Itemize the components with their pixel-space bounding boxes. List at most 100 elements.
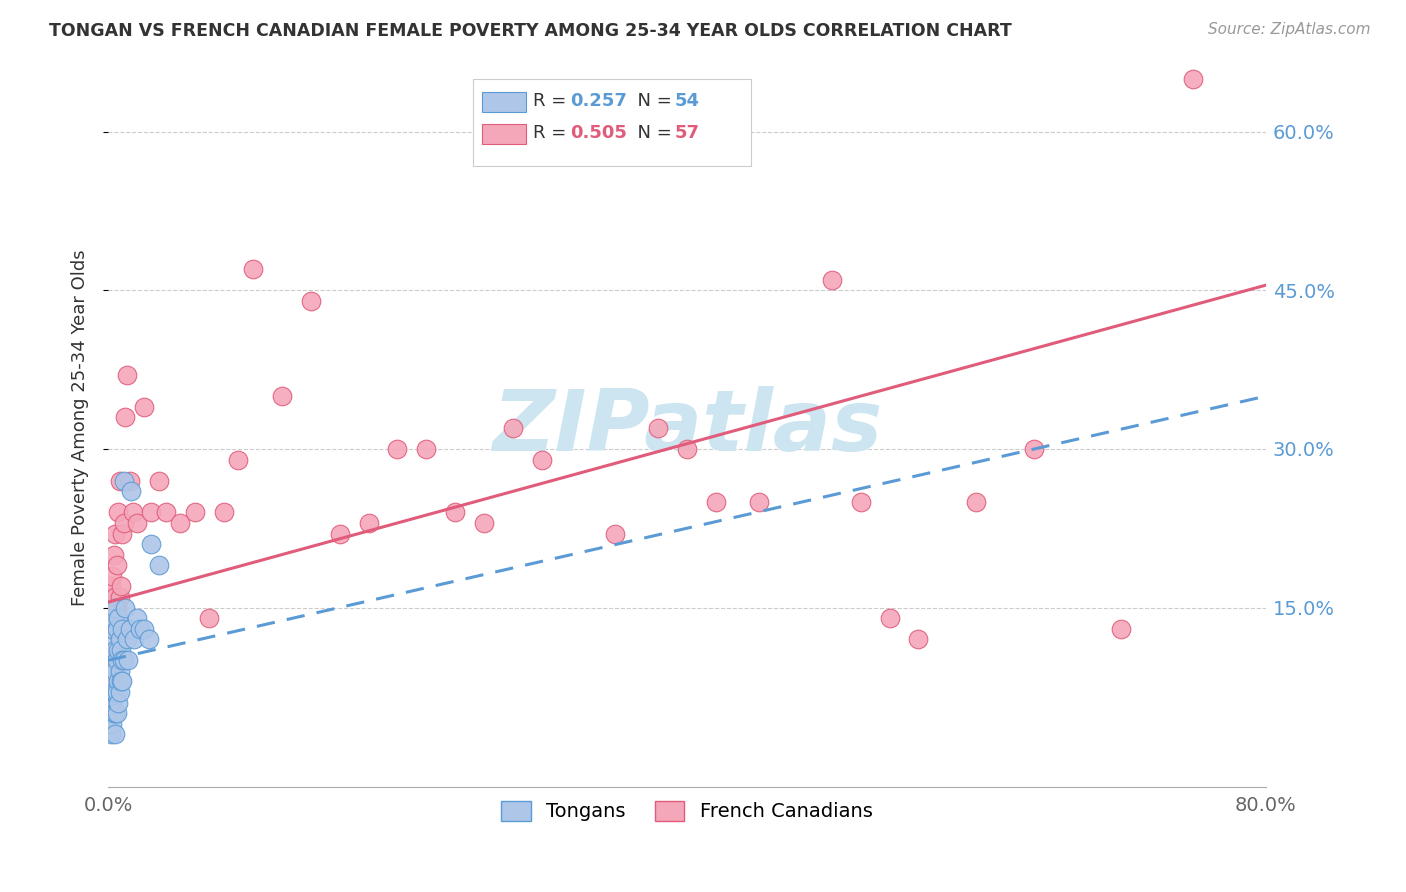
Point (107, 696, 129, 710)
Point (111, 674, 134, 689)
Point (98, 590, 121, 604)
Point (100, 727, 122, 741)
Point (118, 622, 141, 636)
Point (111, 653, 134, 667)
Text: 0.505: 0.505 (569, 124, 627, 142)
Text: TONGAN VS FRENCH CANADIAN FEMALE POVERTY AMONG 25-34 YEAR OLDS CORRELATION CHART: TONGAN VS FRENCH CANADIAN FEMALE POVERTY… (49, 22, 1012, 40)
Point (98, 716, 121, 731)
Point (907, 632, 929, 647)
Point (357, 516, 380, 530)
Point (100, 632, 122, 647)
Point (965, 495, 987, 509)
Point (849, 495, 872, 509)
Point (98, 674, 121, 689)
Point (820, 273, 842, 287)
Point (198, 611, 221, 625)
Point (125, 611, 148, 625)
Text: Source: ZipAtlas.com: Source: ZipAtlas.com (1208, 22, 1371, 37)
Point (502, 421, 524, 435)
Text: R =: R = (533, 124, 572, 142)
Point (155, 505, 177, 519)
Y-axis label: Female Poverty Among 25-34 Year Olds: Female Poverty Among 25-34 Year Olds (72, 250, 89, 607)
Point (108, 590, 131, 604)
FancyBboxPatch shape (472, 79, 751, 166)
Point (112, 653, 135, 667)
Point (110, 579, 132, 593)
Point (103, 611, 125, 625)
Text: 57: 57 (673, 124, 699, 142)
Point (299, 293, 322, 308)
Point (100, 579, 122, 593)
Point (1024, 442, 1046, 456)
Point (107, 505, 129, 519)
Point (270, 389, 292, 403)
Point (101, 716, 124, 731)
Point (444, 505, 467, 519)
Point (103, 674, 125, 689)
Point (531, 452, 554, 467)
Point (122, 632, 145, 647)
Point (103, 706, 125, 721)
Point (104, 727, 127, 741)
Point (112, 516, 135, 530)
Point (111, 622, 134, 636)
Point (115, 632, 138, 647)
Point (103, 685, 125, 699)
Point (117, 653, 139, 667)
Point (115, 368, 138, 382)
Point (104, 600, 127, 615)
Point (107, 642, 129, 657)
Text: N =: N = (626, 92, 678, 110)
Point (748, 495, 770, 509)
Point (104, 685, 127, 699)
Point (107, 611, 129, 625)
Point (112, 474, 135, 488)
Point (148, 558, 170, 573)
Point (676, 442, 699, 456)
Point (110, 674, 132, 689)
Point (226, 452, 249, 467)
Point (100, 653, 122, 667)
Point (104, 706, 127, 721)
Point (103, 653, 125, 667)
Point (111, 526, 134, 541)
Point (704, 495, 727, 509)
Point (108, 474, 131, 488)
Point (114, 410, 136, 425)
Point (104, 642, 127, 657)
Point (138, 632, 160, 647)
Text: N =: N = (626, 124, 678, 142)
Point (879, 611, 901, 625)
Text: 0.257: 0.257 (569, 92, 627, 110)
Point (107, 674, 129, 689)
Point (108, 664, 131, 678)
Point (104, 590, 127, 604)
Point (1109, 622, 1132, 636)
Point (104, 526, 127, 541)
Point (101, 664, 124, 678)
Text: ZIPatlas: ZIPatlas (492, 386, 882, 469)
Point (387, 442, 409, 456)
Point (125, 516, 148, 530)
Point (101, 622, 124, 636)
Point (101, 696, 124, 710)
FancyBboxPatch shape (482, 92, 526, 112)
Point (128, 622, 150, 636)
Point (472, 516, 495, 530)
Point (105, 706, 128, 721)
Point (107, 611, 129, 625)
Point (148, 474, 170, 488)
Point (110, 642, 132, 657)
Point (184, 505, 207, 519)
Point (104, 664, 127, 678)
Point (212, 505, 235, 519)
Point (120, 484, 142, 499)
Point (98, 611, 121, 625)
Point (647, 421, 669, 435)
Point (103, 548, 125, 562)
Point (100, 685, 122, 699)
Point (100, 706, 122, 721)
Text: 54: 54 (673, 92, 699, 110)
Point (108, 685, 131, 699)
Point (415, 442, 437, 456)
